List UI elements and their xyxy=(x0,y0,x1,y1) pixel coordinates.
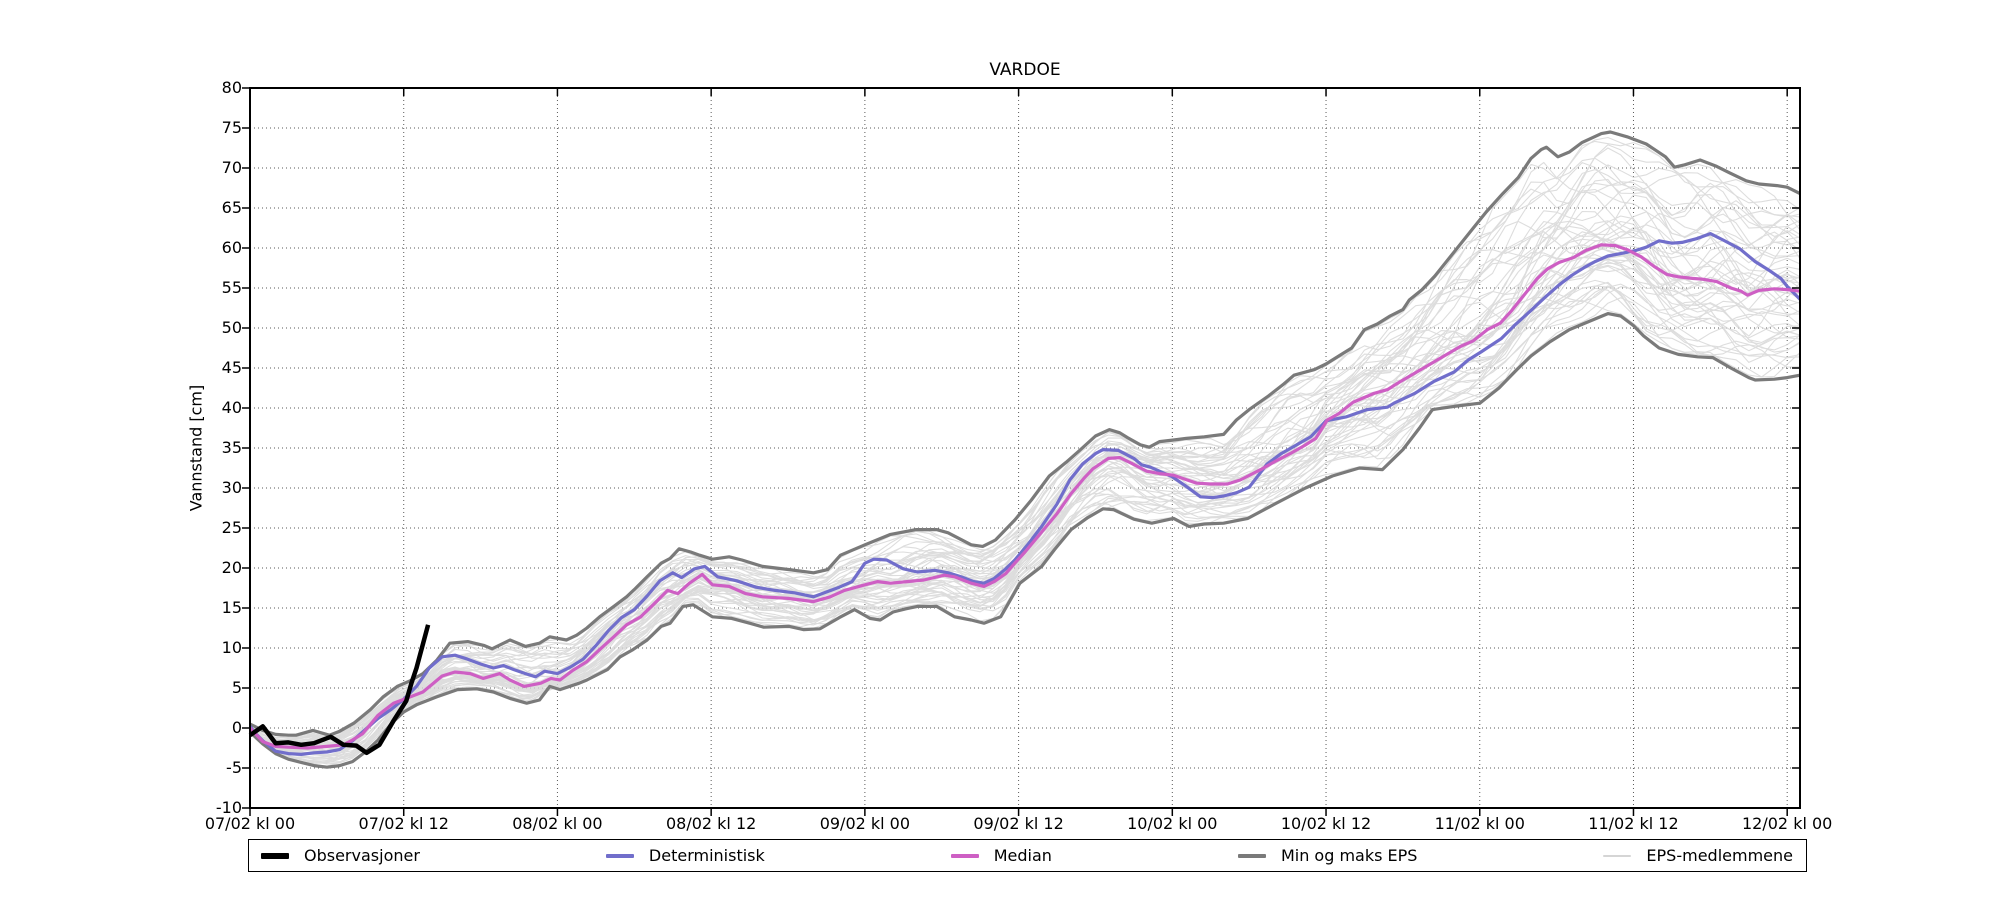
eps-member-line xyxy=(249,164,1801,739)
x-tick-label: 11/02 kl 12 xyxy=(1588,814,1679,833)
legend-swatch-ensemble-median xyxy=(950,853,979,858)
eps-min-line xyxy=(248,312,1801,769)
y-tick-label: 40 xyxy=(221,398,242,417)
y-tick-label: 55 xyxy=(221,278,242,297)
y-tick-label: 60 xyxy=(221,238,242,257)
observations-line xyxy=(248,624,431,756)
plot-area xyxy=(242,87,1802,816)
legend-label: EPS-medlemmene xyxy=(1646,846,1793,865)
x-tick-label: 10/02 kl 00 xyxy=(1127,814,1218,833)
legend-label: Min og maks EPS xyxy=(1280,846,1418,865)
deterministic-line xyxy=(248,232,1802,756)
axis-ticks xyxy=(242,87,1800,816)
legend-swatch-observations xyxy=(261,852,289,859)
x-tick-label: 10/02 kl 12 xyxy=(1280,814,1372,833)
x-tick-label: 08/02 kl 00 xyxy=(512,814,603,833)
legend-label: Deterministisk xyxy=(648,846,765,865)
eps-member-line xyxy=(249,285,1801,763)
legend-item-ensemble-envelope: Min og maks EPS xyxy=(1237,846,1418,865)
x-tick-label: 07/02 kl 12 xyxy=(358,814,449,833)
eps-member-line xyxy=(249,299,1801,767)
y-tick-label: 10 xyxy=(221,638,242,657)
y-tick-label: -10 xyxy=(215,798,242,817)
y-tick-label: 70 xyxy=(221,158,242,177)
eps-member-line xyxy=(249,178,1801,746)
legend-item-ensemble-members: EPS-medlemmene xyxy=(1603,846,1793,865)
x-tick-label: 09/02 kl 12 xyxy=(973,814,1064,833)
x-tick-label: 07/02 kl 00 xyxy=(204,814,296,833)
y-tick-label: 75 xyxy=(221,118,242,137)
y-tick-label: 50 xyxy=(221,318,242,337)
y-tick-label: 65 xyxy=(221,198,242,217)
eps-member-line xyxy=(249,220,1801,747)
legend-swatch-ensemble-members xyxy=(1603,854,1632,857)
y-tick-label: 35 xyxy=(221,438,242,457)
y-tick-label: 80 xyxy=(221,78,242,97)
y-tick-label: 5 xyxy=(231,678,242,697)
y-tick-label: 30 xyxy=(221,478,242,497)
legend-swatch-deterministic xyxy=(605,853,634,858)
legend-swatch-ensemble-envelope xyxy=(1237,853,1266,858)
y-tick-label: 45 xyxy=(221,358,242,377)
eps-max-line xyxy=(249,130,1801,737)
y-tick-label: 0 xyxy=(231,718,242,737)
y-tick-label: 25 xyxy=(221,518,242,537)
legend-label: Observasjoner xyxy=(304,846,420,865)
legend-item-observations: Observasjoner xyxy=(261,846,420,865)
x-tick-label: 12/02 kl 00 xyxy=(1742,814,1833,833)
eps-member-line xyxy=(249,169,1801,743)
x-tick-label: 09/02 kl 00 xyxy=(819,814,911,833)
y-tick-label: 20 xyxy=(221,558,242,577)
y-tick-label: -5 xyxy=(226,758,242,777)
legend: Observasjoner Deterministisk Median Min og … xyxy=(248,839,1807,872)
eps-member-line xyxy=(249,136,1801,737)
x-tick-label: 11/02 kl 00 xyxy=(1434,814,1525,833)
eps-member-line xyxy=(249,157,1801,740)
legend-item-deterministic: Deterministisk xyxy=(605,846,765,865)
eps-member-line xyxy=(249,144,1801,741)
legend-label: Median xyxy=(993,846,1052,865)
eps-member-line xyxy=(249,140,1801,740)
eps-member-line xyxy=(249,283,1801,759)
legend-item-ensemble-median: Median xyxy=(950,846,1052,865)
grid-lines xyxy=(249,87,1800,809)
chart-title: VARDOE xyxy=(989,60,1061,80)
x-tick-label: 08/02 kl 12 xyxy=(665,814,757,833)
eps-member-line xyxy=(249,194,1801,747)
median-line xyxy=(248,243,1801,750)
y-tick-label: 15 xyxy=(221,598,242,617)
eps-member-line xyxy=(249,185,1801,741)
eps-member-line xyxy=(249,179,1801,741)
eps-members-lines xyxy=(249,136,1801,767)
